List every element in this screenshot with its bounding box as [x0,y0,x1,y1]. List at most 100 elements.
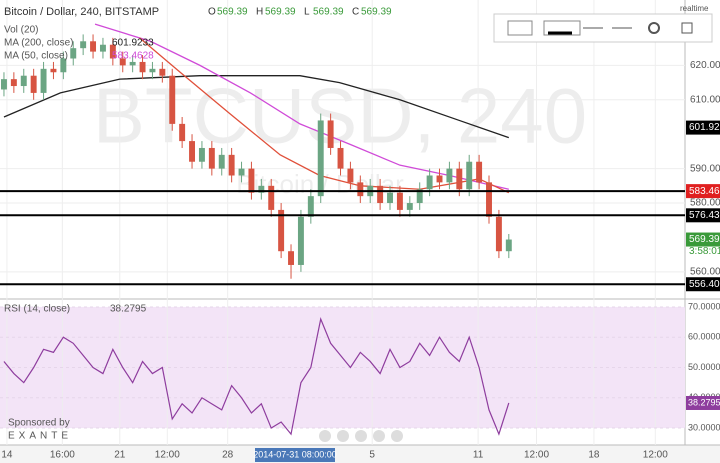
rsi-value: 38.2795 [110,304,147,315]
candle-body [198,147,205,162]
scroll-right[interactable] [391,430,403,442]
candle-body [258,185,265,193]
crosshair-time: 2014-07-31 08:00:00 [253,449,337,459]
candle-body [466,161,473,190]
candle-body [70,48,77,59]
legend-name: MA (50, close) [4,51,68,62]
rsi-tick-label: 30.0000 [688,422,720,432]
candle-body [337,147,344,169]
price-badge [686,277,720,292]
candle-body [139,61,146,73]
candle-body [30,75,37,93]
price-badge [686,184,720,199]
candle-body [396,192,403,210]
watermark: BTCUSD, 240 [93,72,587,160]
candle-body [159,68,166,76]
x-tick-label: 16:00 [50,450,75,461]
ohlc-key: O [208,7,216,18]
candle-body [218,154,225,169]
candle-body [0,79,7,90]
x-tick-label: 21 [114,450,126,461]
x-tick-label: 12:00 [643,450,668,461]
y-tick-label: 610.00 [690,94,720,105]
y-tick-label: 580.00 [690,198,720,209]
price-badge-label: 601.92 [689,122,720,133]
candle-body [169,75,176,124]
volume-label: Vol (20) [4,25,38,36]
x-tick-label: 5 [369,450,375,461]
chart-title: Bitcoin / Dollar, 240, BITSTAMP [4,6,159,18]
candle-body [416,189,423,204]
candle-body [357,182,364,197]
candle-body [387,192,393,204]
ohlc-value: 569.39 [217,7,248,18]
sponsor-name[interactable]: EXANTE [8,431,72,442]
candle-body [406,203,413,210]
candle-body [446,168,453,183]
price-badge-label: 576.43 [689,210,720,221]
candle-body [109,44,116,59]
candle-body [347,168,354,183]
legend: Bitcoin / Dollar, 240, BITSTAMP Vol (20)… [4,6,159,315]
rsi-badge-label: 38.2795 [688,397,720,407]
scroll-left[interactable] [319,430,331,442]
price-badge-label: 569.39 [689,234,720,245]
ohlc-key: C [352,7,359,18]
settings-button[interactable] [648,22,660,34]
toolbar[interactable]: realtime [493,4,713,43]
price-badge-label: 583.46 [689,186,720,197]
ohlc-value: 569.39 [361,7,392,18]
zoom-out[interactable] [337,430,349,442]
candle-body [99,44,106,52]
legend-value: 601.9233 [112,38,154,49]
x-tick-label: 12:00 [524,450,549,461]
reset[interactable] [355,430,367,442]
time-axis [0,445,720,463]
color-button[interactable] [543,20,581,36]
price-badge-label: 556.40 [689,279,720,290]
rsi-tick-label: 60.0000 [688,332,720,342]
x-tick-label: 11 [473,450,484,461]
zoom-in[interactable] [373,430,385,442]
candle-body [129,61,136,66]
template-button[interactable] [507,20,533,36]
sponsor-label: Sponsored by [8,418,70,429]
ohlc-key: L [304,7,310,18]
candle-body [268,185,275,210]
candle-body [60,58,67,73]
candle-body [505,239,512,252]
candle-body [208,147,215,169]
candle-body [495,216,502,252]
candle-body [20,75,27,87]
candle-body [119,58,126,66]
rsi-tick-label: 70.0000 [688,301,720,311]
delete-button[interactable] [681,22,693,34]
moving-average [94,23,509,190]
candle-body [307,196,314,217]
legend-name: MA (200, close) [4,38,73,49]
candle-body [436,175,443,183]
candle-body [456,168,463,190]
ohlc-value: 569.39 [265,7,296,18]
candle-body [189,141,196,162]
y-tick-label: 590.00 [690,163,720,174]
candle-body [317,120,324,197]
candle-body [149,68,156,73]
y-tick-label: 560.00 [690,266,720,277]
candle-body [80,41,87,49]
ohlc-value: 569.39 [313,7,344,18]
candle-body [426,175,433,190]
price-badge [686,232,720,247]
candle-body [50,68,57,73]
candle-body [297,216,304,265]
rsi-line [3,317,510,436]
rsi-badge [686,395,720,410]
legend-value: 583.4628 [112,51,154,62]
candle-body [278,209,285,252]
crosshair-time-box [255,448,335,462]
candle-body [90,41,97,52]
candle-body [179,123,186,142]
candle-body [40,68,47,93]
